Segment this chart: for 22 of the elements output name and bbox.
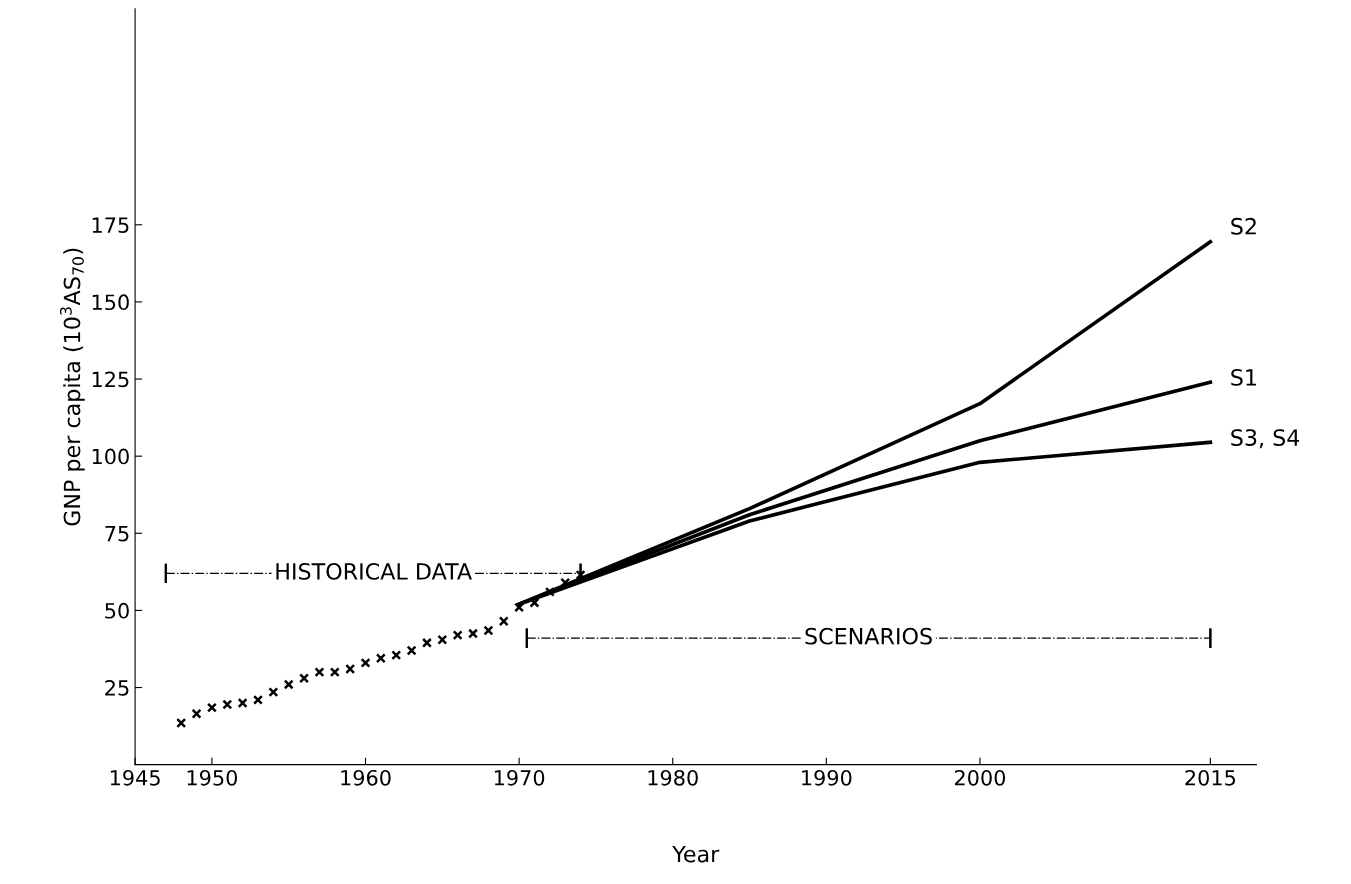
series-label: S3, S4 xyxy=(1231,429,1300,449)
x-tick-label: 2015 xyxy=(1185,769,1236,786)
series-label: S2 xyxy=(1231,217,1256,235)
y-tick-label: 100 xyxy=(92,448,129,465)
x-tick-label: 1945 xyxy=(110,769,160,786)
y-tick-label: 75 xyxy=(105,526,129,542)
x-tick-label: 1950 xyxy=(187,769,238,786)
annotation: SCENARIOS xyxy=(805,627,932,645)
y-tick-label: 125 xyxy=(92,371,129,388)
x-tick-label: 1980 xyxy=(648,769,698,786)
x-tick-label: 1970 xyxy=(494,769,545,786)
annotation: HISTORICAL DATA xyxy=(276,563,472,580)
x-axis-title: Year xyxy=(672,845,720,863)
series-label: S1 xyxy=(1231,368,1256,386)
x-tick-label: 2000 xyxy=(954,769,1006,786)
y-tick-label: 50 xyxy=(105,602,129,619)
x-tick-label: 1990 xyxy=(802,769,852,786)
y-tick-label: 150 xyxy=(92,294,129,311)
x-tick-label: 1960 xyxy=(341,769,391,786)
y-tick-label: 175 xyxy=(92,217,129,233)
y-axis-title: GNP per capita (10$^{3}$AS$_{70}$) xyxy=(60,248,85,526)
y-tick-label: 25 xyxy=(105,679,129,696)
